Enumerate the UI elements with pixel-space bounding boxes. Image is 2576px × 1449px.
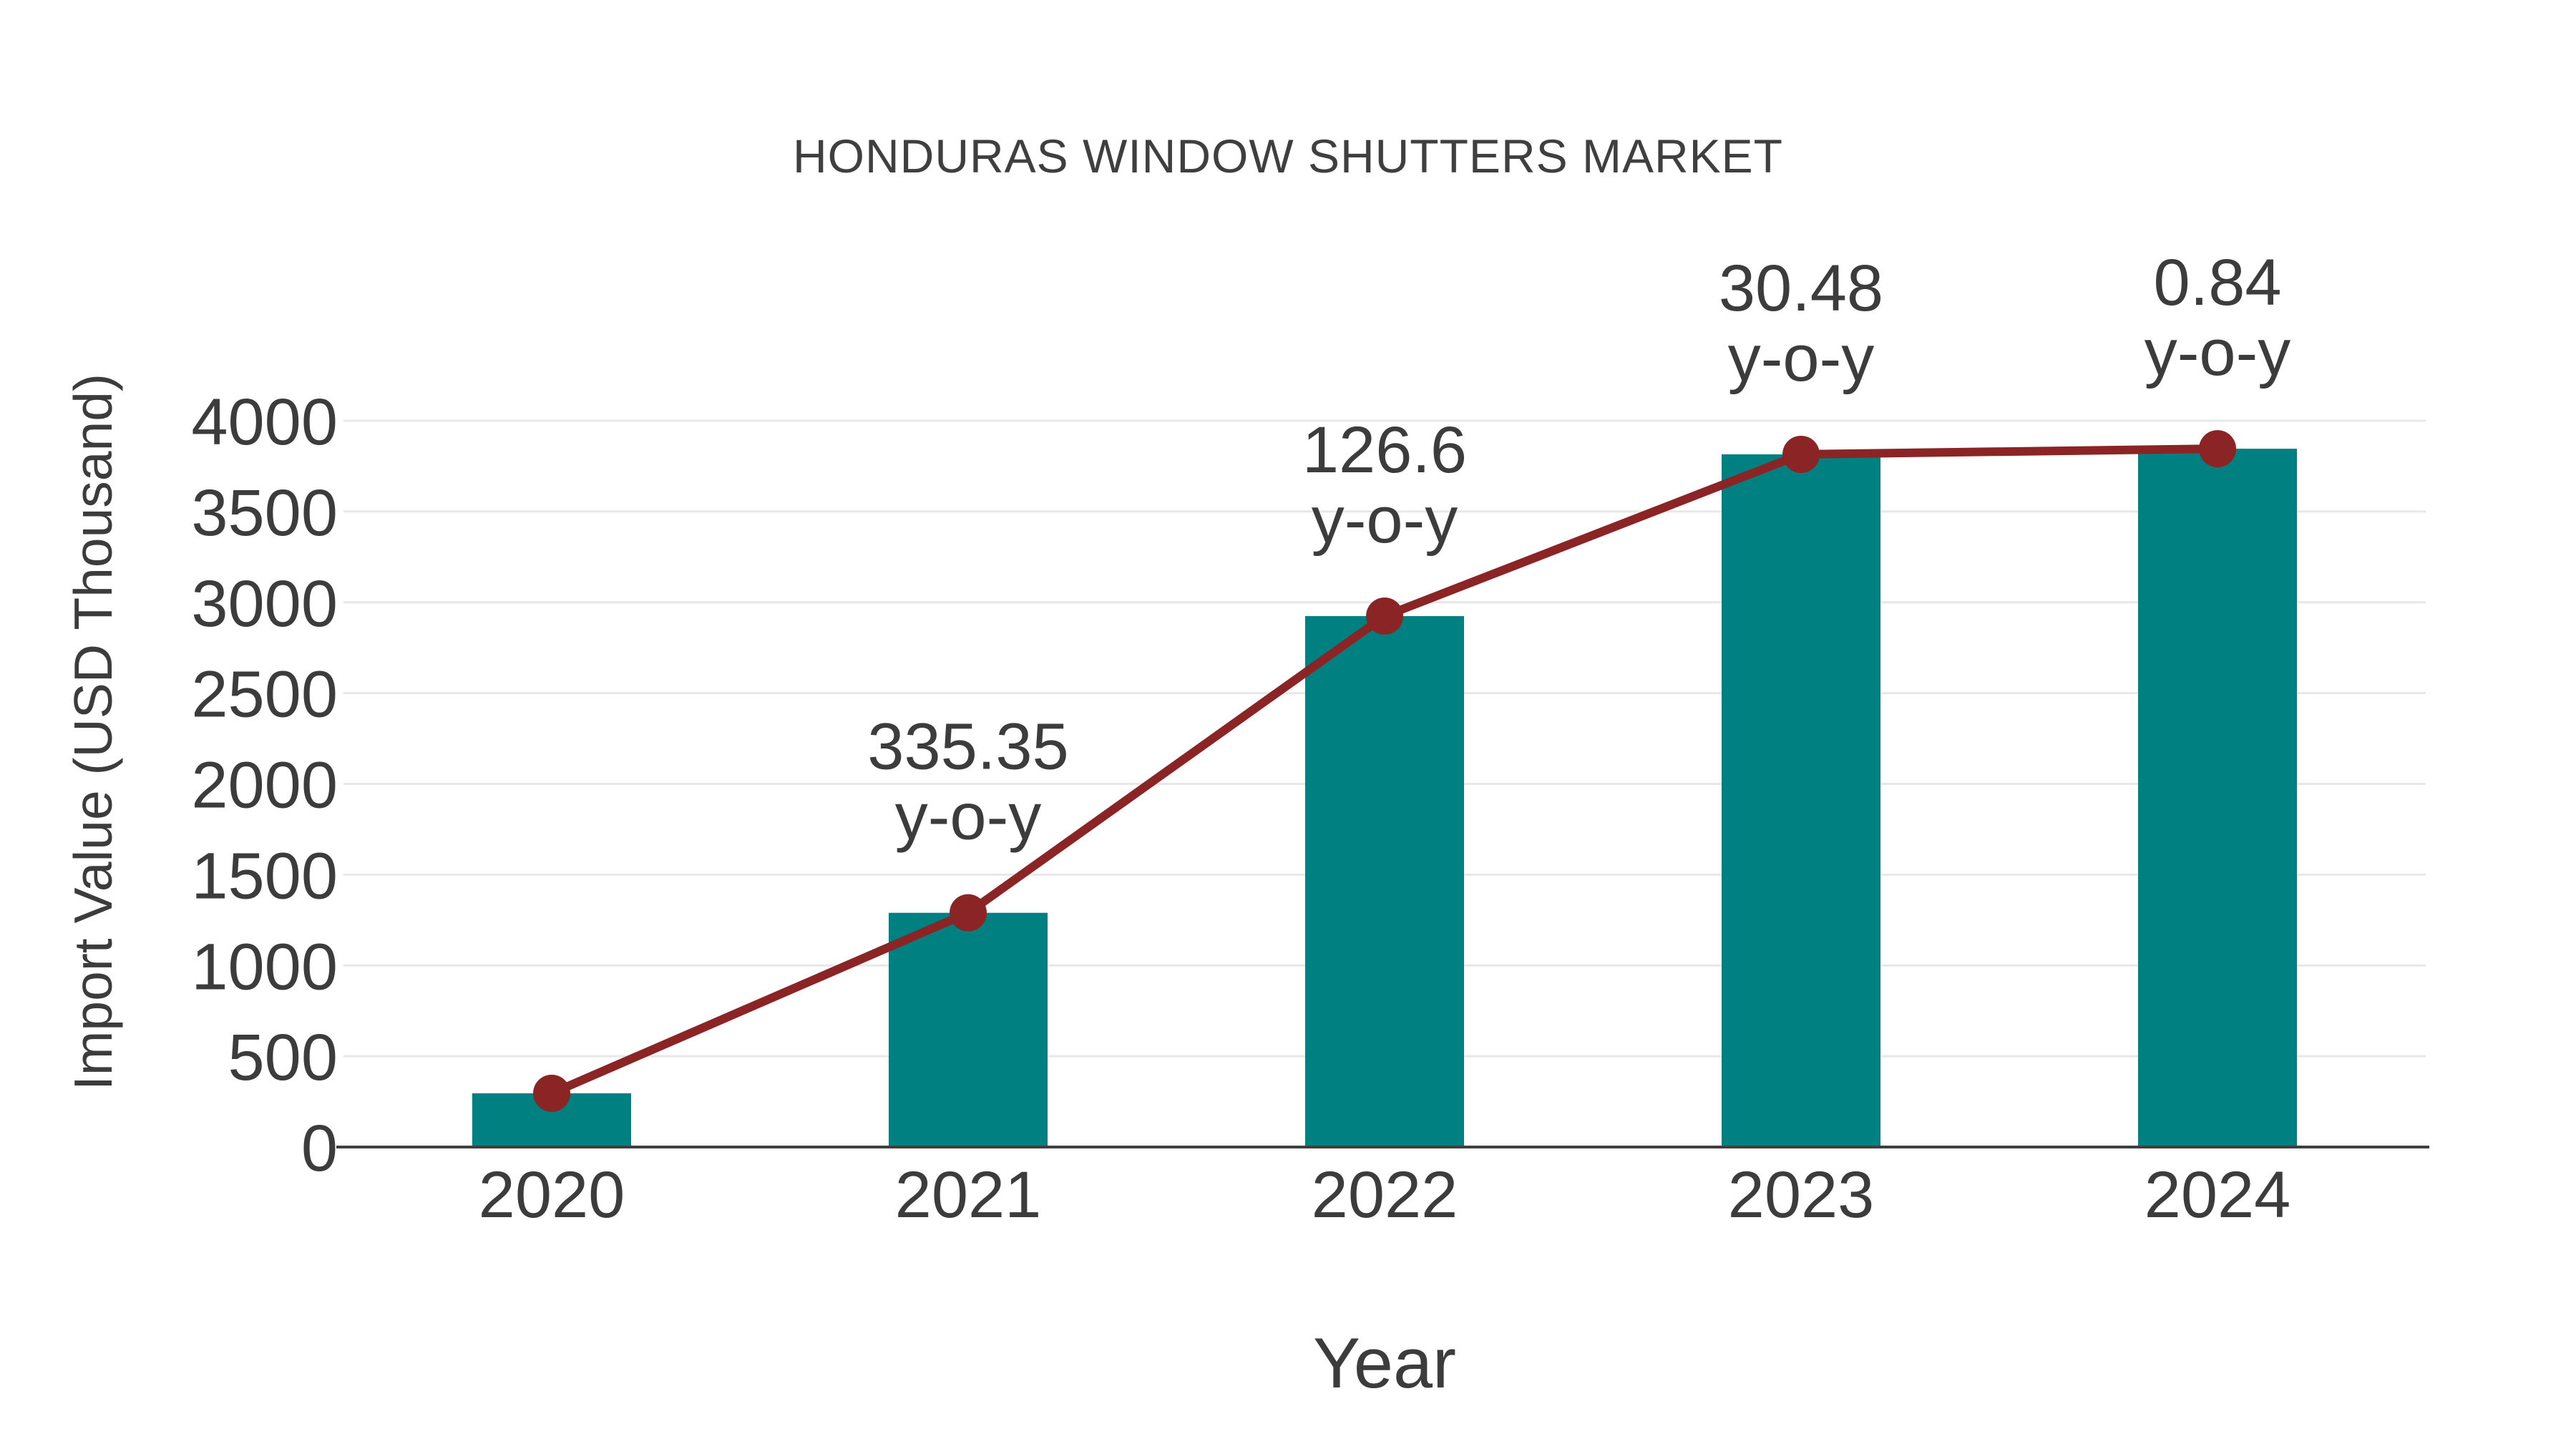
- y-tick-label: 2500: [191, 658, 338, 731]
- trend-marker: [1782, 435, 1820, 473]
- y-tick-label: 500: [228, 1021, 338, 1094]
- annotation-suffix: y-o-y: [1728, 322, 1874, 395]
- annotation-suffix: y-o-y: [1312, 484, 1458, 557]
- bar: [2138, 449, 2297, 1147]
- x-tick-label: 2024: [2145, 1158, 2291, 1231]
- x-tick-label: 2022: [1312, 1158, 1458, 1231]
- trend-marker: [950, 894, 987, 932]
- x-tick-label: 2023: [1728, 1158, 1875, 1231]
- x-axis-title: Year: [1312, 1323, 1457, 1402]
- x-tick-label: 2021: [895, 1158, 1042, 1231]
- trend-marker: [1366, 597, 1403, 635]
- bar: [889, 912, 1048, 1147]
- y-tick-label: 0: [301, 1112, 338, 1185]
- bar: [1305, 616, 1464, 1147]
- annotation-suffix: y-o-y: [895, 781, 1041, 854]
- y-tick-label: 4000: [191, 386, 338, 459]
- annotation-value: 335.35: [867, 711, 1068, 784]
- chart-title: HONDURAS WINDOW SHUTTERS MARKET: [793, 130, 1783, 182]
- annotation-value: 126.6: [1302, 414, 1467, 487]
- annotation-value: 30.48: [1719, 252, 1883, 325]
- x-tick-label: 2020: [479, 1158, 625, 1231]
- y-tick-label: 1000: [191, 930, 338, 1003]
- y-tick-label: 2000: [191, 749, 338, 822]
- annotation-value: 0.84: [2153, 246, 2281, 319]
- trend-marker: [2199, 430, 2236, 468]
- y-axis-title: Import Value (USD Thousand): [63, 374, 123, 1091]
- trend-marker: [533, 1074, 570, 1112]
- y-tick-label: 1500: [191, 839, 338, 912]
- y-tick-label: 3000: [191, 567, 338, 640]
- annotation-suffix: y-o-y: [2145, 316, 2290, 389]
- y-tick-label: 3500: [191, 477, 338, 550]
- bar: [1722, 454, 1880, 1147]
